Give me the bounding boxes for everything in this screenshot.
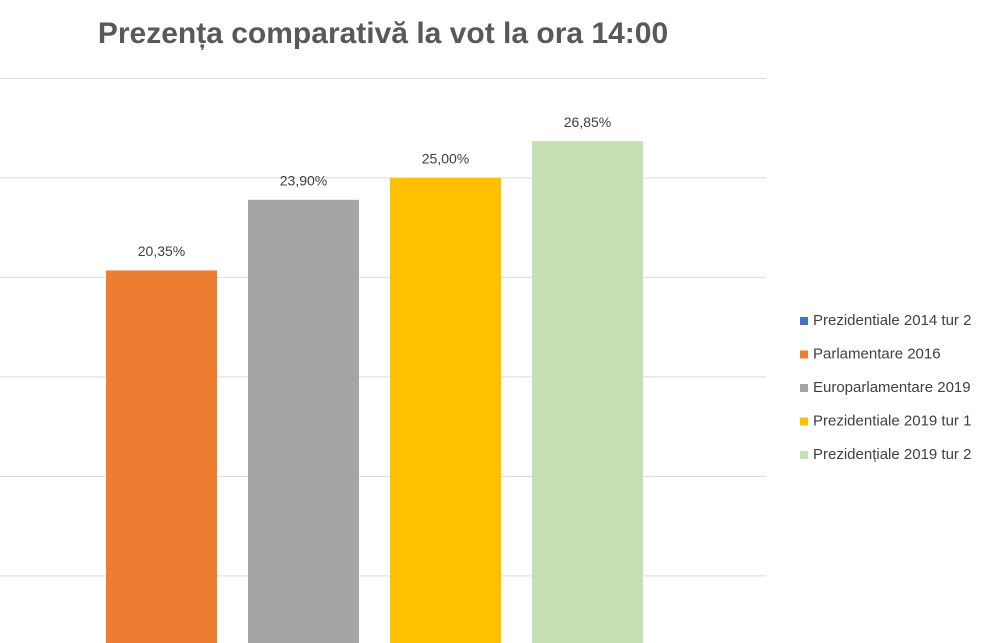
legend-swatch bbox=[800, 384, 808, 392]
value-label: 23,90% bbox=[280, 173, 327, 189]
bar bbox=[532, 141, 643, 643]
chart-title: Prezența comparativă la vot la ora 14:00 bbox=[98, 17, 668, 50]
legend-swatch bbox=[800, 417, 808, 426]
legend-label: Parlamentare 2016 bbox=[813, 345, 941, 362]
legend-swatch bbox=[800, 317, 808, 325]
legend-swatch bbox=[800, 350, 808, 359]
bar bbox=[248, 199, 359, 643]
legend-swatch bbox=[800, 451, 808, 459]
legend-label: Prezidentiale 2014 tur 2 bbox=[813, 312, 971, 329]
bar bbox=[106, 270, 217, 643]
value-label: 26,85% bbox=[564, 114, 611, 130]
legend-label: Prezidențiale 2019 tur 2 bbox=[813, 446, 971, 463]
value-label: 20,35% bbox=[138, 243, 185, 259]
legend-label: Europarlamentare 2019 bbox=[813, 379, 971, 396]
bar bbox=[390, 177, 501, 643]
value-label: 25,00% bbox=[422, 151, 469, 167]
legend-label: Prezidentiale 2019 tur 1 bbox=[813, 412, 971, 429]
